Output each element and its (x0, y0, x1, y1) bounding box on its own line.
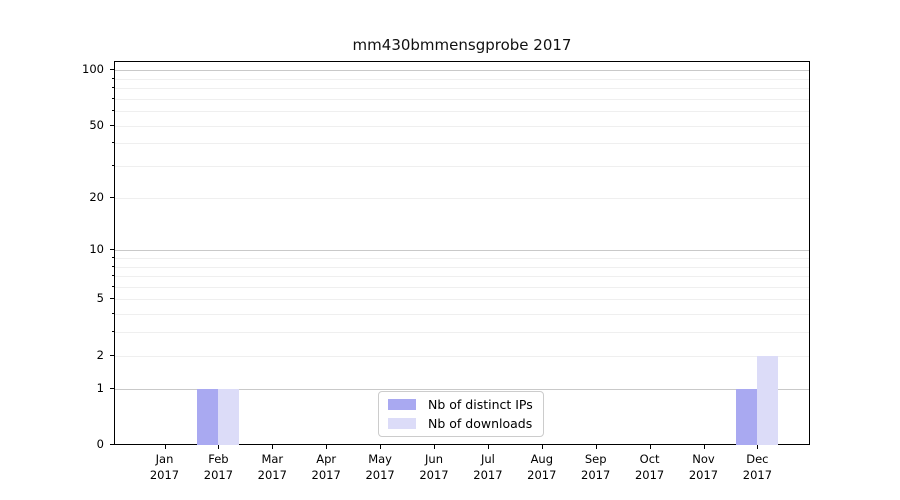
x-tick-label: May 2017 (365, 452, 395, 482)
x-tick-mark (649, 445, 651, 449)
y-minor-tick-mark (112, 142, 114, 144)
x-tick-label: Mar 2017 (257, 452, 287, 482)
x-tick-mark (380, 445, 382, 449)
gridline-minor (115, 98, 809, 100)
y-minor-tick-mark (112, 256, 114, 258)
y-tick-label: 50 (89, 117, 104, 132)
x-tick-label: Apr 2017 (311, 452, 341, 482)
x-tick-mark (326, 445, 328, 449)
y-minor-tick-mark (112, 313, 114, 315)
y-tick-label: 10 (89, 242, 104, 257)
x-tick-label: Sep 2017 (581, 452, 611, 482)
y-minor-tick-mark (112, 331, 114, 333)
y-tick-mark (110, 196, 114, 198)
x-tick-label: Jul 2017 (473, 452, 503, 482)
gridline-minor (115, 314, 809, 316)
y-minor-tick-mark (112, 110, 114, 112)
y-tick-label: 100 (82, 62, 104, 77)
y-minor-tick-mark (112, 285, 114, 287)
gridline-minor (115, 266, 809, 268)
plot-area (114, 61, 810, 445)
x-tick-label: Oct 2017 (634, 452, 665, 482)
y-minor-tick-mark (112, 77, 114, 79)
y-minor-tick-mark (112, 87, 114, 89)
legend-item-downloads: Nb of downloads (388, 416, 533, 431)
gridline-minor (115, 332, 809, 334)
x-tick-mark (757, 445, 759, 449)
y-tick-mark (110, 124, 114, 126)
y-tick-label: 1 (96, 380, 104, 395)
bar-distinct-ips-feb (197, 388, 219, 445)
x-tick-mark (541, 445, 543, 449)
x-tick-label: Feb 2017 (203, 452, 234, 482)
gridline-y-10 (115, 250, 809, 252)
gridline-minor (115, 286, 809, 288)
y-tick-label: 5 (96, 291, 104, 306)
x-tick-mark (434, 445, 435, 449)
x-tick-mark (487, 445, 489, 449)
legend-item-distinct-ips: Nb of distinct IPs (388, 397, 533, 412)
gridline-y-5 (115, 299, 809, 301)
x-tick-label: Jun 2017 (419, 452, 449, 482)
gridline-y-20 (115, 197, 809, 199)
x-tick-mark (272, 445, 274, 449)
x-tick-mark (218, 445, 220, 449)
gridline-minor (115, 276, 809, 278)
chart-title: mm430bmmensgprobe 2017 (352, 36, 572, 54)
gridline-y-50 (115, 125, 809, 127)
y-minor-tick-mark (112, 165, 114, 167)
y-minor-tick-mark (112, 265, 114, 267)
x-tick-label: Aug 2017 (527, 452, 557, 482)
gridline-minor (115, 166, 809, 168)
x-tick-mark (703, 445, 705, 449)
x-tick-label: Dec 2017 (742, 452, 773, 482)
y-tick-mark (110, 354, 114, 356)
gridline-minor (115, 111, 809, 113)
y-tick-mark (110, 249, 114, 251)
x-tick-mark (595, 445, 597, 449)
gridline-minor (115, 143, 809, 145)
y-tick-label: 0 (96, 437, 104, 451)
y-minor-tick-mark (112, 97, 114, 99)
x-tick-label: Jan 2017 (149, 452, 180, 482)
gridline-minor (115, 78, 809, 80)
x-tick-label: Nov 2017 (688, 452, 719, 482)
y-tick-label: 20 (89, 189, 104, 204)
gridline-y-1 (115, 388, 809, 390)
bar-downloads-feb (218, 388, 240, 445)
gridline-y-100 (115, 70, 809, 72)
y-tick-mark (110, 444, 114, 445)
legend-label-distinct-ips: Nb of distinct IPs (428, 397, 533, 412)
y-tick-mark (110, 387, 114, 389)
bar-distinct-ips-dec (736, 388, 758, 445)
legend-label-downloads: Nb of downloads (428, 416, 533, 431)
bar-downloads-dec (757, 355, 779, 445)
legend-swatch-downloads-icon (388, 418, 416, 429)
gridline-minor (115, 257, 809, 259)
y-tick-mark (110, 298, 114, 300)
y-minor-tick-mark (112, 275, 114, 277)
x-tick-mark (164, 445, 166, 449)
gridline-y-2 (115, 355, 809, 357)
gridline-minor (115, 88, 809, 90)
legend-swatch-distinct-ips-icon (388, 399, 416, 410)
legend: Nb of distinct IPs Nb of downloads (378, 391, 544, 437)
y-tick-mark (110, 69, 114, 71)
y-tick-label: 2 (96, 347, 104, 362)
